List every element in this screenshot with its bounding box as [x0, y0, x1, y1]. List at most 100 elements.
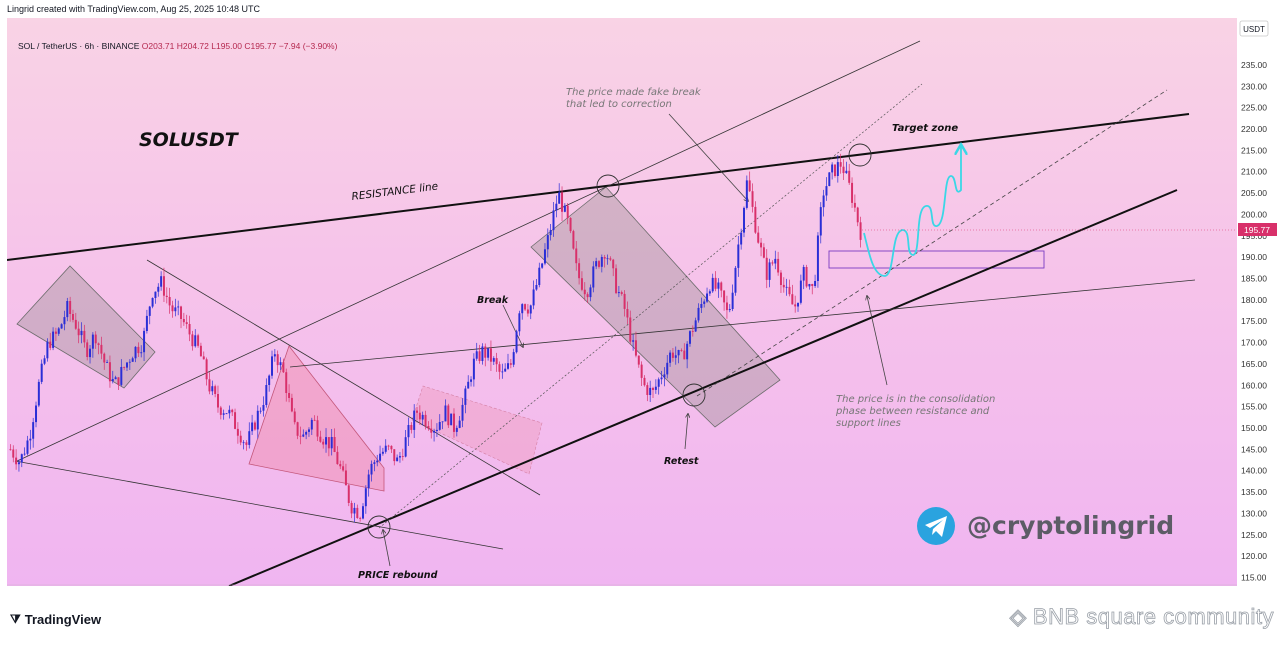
candle-body [524, 304, 527, 310]
candle-body [86, 342, 89, 357]
candle-body [512, 352, 515, 365]
candle-body [131, 358, 134, 362]
candle-body [794, 304, 797, 307]
candle-body [828, 172, 831, 186]
y-tick-label: 115.00 [1241, 573, 1267, 583]
telegram-watermark: @cryptolingrid [917, 507, 1174, 545]
candle-body [754, 206, 757, 233]
candle-body [239, 435, 242, 443]
candle-body [83, 330, 86, 343]
legend-symbol: SOL / TetherUS · 6h · BINANCE [18, 41, 140, 51]
candle-body [526, 309, 529, 314]
chart-canvas[interactable]: SOLUSDT RESISTANCE line The price made f… [7, 18, 1237, 586]
candle-body [703, 301, 706, 304]
candle-body [745, 180, 748, 208]
y-tick-label: 145.00 [1241, 444, 1267, 454]
candle-body [634, 340, 637, 356]
candle-body [561, 192, 564, 212]
candle-body [9, 449, 12, 451]
candle-body [296, 422, 299, 436]
candle-body [578, 263, 581, 279]
candle-body [344, 470, 347, 486]
price-axis[interactable]: USDT 235.00 230.00 225.00 220.00 215.00 210.0… [1237, 18, 1280, 586]
candle-body [643, 377, 646, 386]
candle-body [279, 362, 282, 366]
candle-body [40, 363, 43, 382]
candle-body [356, 507, 359, 518]
candle-body [91, 334, 94, 349]
candle-body [771, 262, 774, 264]
candle-body [364, 488, 367, 507]
candle-body [470, 379, 473, 382]
candle-body [71, 314, 74, 320]
candle-body [785, 286, 788, 288]
candle-body [498, 364, 501, 372]
candle-body [646, 385, 649, 395]
candle-body [580, 278, 583, 290]
candle-body [367, 474, 370, 489]
y-tick-label: 140.00 [1241, 466, 1267, 476]
candle-body [35, 405, 38, 423]
retest-label: Retest [664, 456, 699, 467]
candle-body [845, 170, 848, 174]
candle-body [307, 429, 310, 432]
candle-body [762, 247, 765, 258]
chart-area[interactable]: SOLUSDT RESISTANCE line The price made f… [7, 18, 1237, 586]
telegram-plane-icon [925, 516, 947, 537]
y-tick-label: 125.00 [1241, 530, 1267, 540]
candle-body [347, 485, 350, 503]
y-tick-label: 160.00 [1241, 380, 1267, 390]
candle-body [495, 358, 498, 365]
candle-body [851, 182, 854, 203]
candle-body [552, 210, 555, 231]
y-tick-label: 210.00 [1241, 167, 1267, 177]
candle-body [464, 388, 467, 405]
fake-break-label-1: The price made fake break [566, 87, 702, 98]
candle-body [248, 431, 251, 445]
candles-group [9, 153, 862, 523]
candle-body [538, 267, 541, 285]
candle-body [137, 346, 140, 354]
candle-body [265, 385, 268, 405]
candle-body [751, 191, 754, 207]
candle-body [15, 457, 18, 465]
candle-body [20, 454, 23, 463]
candle-body [404, 437, 407, 457]
candle-body [381, 451, 384, 454]
consolidation-label-1: The price is in the consolidation [836, 394, 995, 405]
tradingview-logo[interactable]: ⧩ TradingView [10, 612, 101, 627]
candle-body [629, 317, 632, 342]
candle-body [433, 431, 436, 433]
telegram-icon [917, 507, 955, 545]
retest-circle [682, 383, 706, 407]
rebound-arrow [383, 530, 391, 567]
candle-body [757, 232, 760, 243]
descending-line [146, 259, 541, 496]
candle-body [43, 358, 46, 364]
candle-body [205, 359, 208, 380]
falling-channel-box-2 [530, 186, 781, 428]
candle-body [106, 362, 109, 363]
currency-label: USDT [1243, 25, 1265, 34]
candle-body [680, 350, 683, 351]
candle-body [640, 364, 643, 378]
y-tick-label: 235.00 [1241, 60, 1267, 70]
candle-body [128, 361, 131, 363]
candle-body [174, 307, 177, 312]
candle-body [833, 164, 836, 176]
candle-body [111, 379, 114, 382]
break-arrow [502, 304, 523, 347]
candle-body [57, 328, 60, 334]
candle-body [342, 466, 345, 471]
fake-break-label-2: that led to correction [566, 99, 672, 110]
candle-body [555, 203, 558, 211]
candle-body [333, 437, 336, 452]
candle-body [717, 282, 720, 289]
candle-body [492, 358, 495, 362]
candle-body [285, 372, 288, 393]
candle-body [671, 352, 674, 358]
candle-body [288, 393, 291, 398]
candle-body [17, 462, 20, 465]
candle-body [353, 507, 356, 514]
candle-body [245, 442, 248, 445]
